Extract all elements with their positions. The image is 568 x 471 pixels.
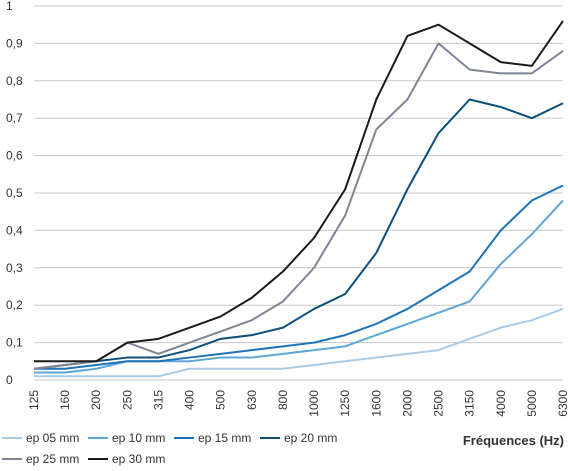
legend-label: ep 30 mm (112, 452, 165, 466)
y-tick-label: 0,4 (6, 223, 23, 237)
series-line-6 (34, 20, 564, 363)
x-tick-label: 6300 (556, 390, 568, 417)
x-tick-label: 800 (276, 390, 290, 410)
y-tick-label: 0,5 (6, 186, 23, 200)
x-tick-label: 2000 (400, 390, 414, 417)
x-tick-label: 200 (89, 390, 103, 410)
x-tick-label: 2500 (432, 390, 446, 417)
x-tick-label: 500 (214, 390, 228, 410)
y-tick-label: 0,9 (6, 36, 23, 50)
series-line-2 (34, 199, 564, 374)
series-line-3 (34, 184, 564, 370)
y-tick-label: 0,7 (6, 111, 23, 125)
x-tick-label: 1250 (338, 390, 352, 417)
y-tick-label: 0,8 (6, 74, 23, 88)
x-tick-label: 125 (27, 390, 41, 410)
series-line-1 (34, 307, 564, 378)
x-tick-label: 1000 (307, 390, 321, 417)
legend-label: ep 10 mm (112, 431, 165, 445)
series-line-5 (33, 42, 564, 370)
x-tick-label: 315 (151, 390, 165, 410)
x-tick-label: 250 (120, 390, 134, 410)
legend: ep 05 mm ep 10 mm ep 15 mm ep 20 mm ep 25 mm… (2, 431, 337, 466)
legend-label: ep 20 mm (284, 431, 337, 445)
grid-layer (34, 5, 563, 381)
y-tick-label: 0,3 (6, 261, 23, 275)
x-tick-label: 1600 (369, 390, 383, 417)
x-axis-ticks: 125 160 200 250 315 400 500 630 800 1000 1250 1600 2… (27, 390, 568, 417)
x-tick-label: 5000 (525, 390, 539, 417)
series-layer (33, 20, 564, 378)
x-tick-label: 4000 (494, 390, 508, 417)
series-line-4 (33, 98, 564, 370)
x-tick-label: 160 (58, 390, 72, 410)
x-tick-label: 3150 (463, 390, 477, 417)
legend-label: ep 25 mm (26, 452, 79, 466)
legend-label: ep 05 mm (26, 431, 79, 445)
y-tick-label: 1 (6, 0, 13, 13)
x-tick-label: 630 (245, 390, 259, 410)
y-tick-label: 0 (6, 373, 13, 387)
y-axis-ticks: 0 0,1 0,2 0,3 0,4 0,5 0,6 0,7 0,8 0,9 1 (6, 0, 23, 387)
x-axis-title: Fréquences (Hz) (463, 433, 564, 448)
x-tick-label: 400 (183, 390, 197, 410)
y-tick-label: 0,1 (6, 336, 23, 350)
y-tick-label: 0,2 (6, 298, 23, 312)
y-tick-label: 0,6 (6, 149, 23, 163)
legend-label: ep 15 mm (198, 431, 251, 445)
